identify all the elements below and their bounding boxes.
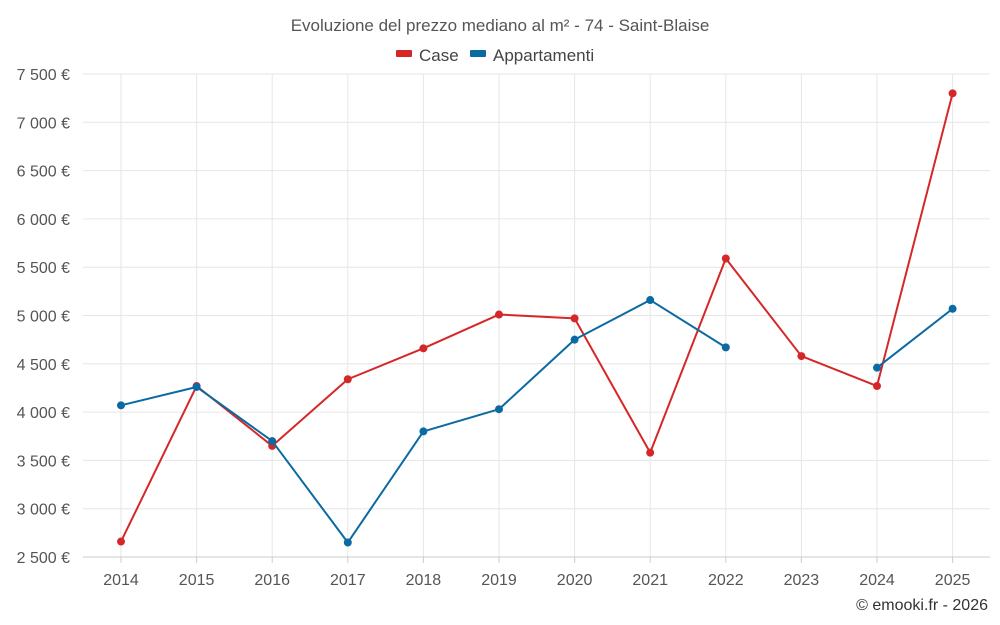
y-tick-label: 3 500 € (17, 453, 70, 470)
x-tick-label: 2019 (481, 572, 517, 589)
x-tick-label: 2025 (935, 572, 971, 589)
x-tick-label: 2020 (557, 572, 593, 589)
x-tick-label: 2017 (330, 572, 366, 589)
series-case (117, 89, 957, 546)
y-tick-label: 5 000 € (17, 309, 70, 326)
data-point-appartamenti[interactable] (117, 401, 125, 410)
x-tick-label: 2024 (859, 572, 895, 589)
data-point-case[interactable] (721, 254, 730, 263)
series-line-case (120, 93, 954, 542)
y-tick-label: 6 500 € (17, 164, 70, 181)
legend-swatch-appartamenti (470, 50, 486, 57)
data-point-appartamenti[interactable] (419, 427, 428, 436)
series-layer (117, 89, 957, 547)
x-tick-label: 2023 (784, 572, 820, 589)
data-point-appartamenti[interactable] (873, 363, 881, 372)
data-point-case[interactable] (570, 314, 579, 323)
y-tick-label: 7 000 € (17, 115, 70, 132)
x-tick-label: 2015 (179, 572, 215, 589)
legend-item-case[interactable]: Case (396, 46, 459, 65)
data-point-appartamenti[interactable] (192, 382, 201, 391)
y-axis: 2 500 € 3 000 € 3 500 € 4 000 € 4 500 € 5 000… (17, 67, 70, 567)
x-axis: 2014 2015 2016 2017 2018 2019 2020 2021 2022 2023… (83, 556, 990, 589)
data-point-appartamenti[interactable] (268, 437, 277, 446)
data-point-appartamenti[interactable] (343, 538, 352, 547)
legend-swatch-case (396, 50, 412, 57)
data-point-case[interactable] (495, 310, 503, 319)
y-tick-label: 2 500 € (17, 550, 70, 567)
data-point-case[interactable] (797, 352, 806, 361)
y-tick-label: 4 500 € (17, 357, 70, 374)
x-tick-label: 2022 (708, 572, 744, 589)
chart-title: Evoluzione del prezzo mediano al m² - 74… (291, 16, 710, 35)
y-tick-label: 3 000 € (17, 502, 70, 519)
y-tick-label: 5 500 € (17, 260, 70, 277)
data-point-case[interactable] (873, 382, 881, 391)
data-point-case[interactable] (646, 448, 655, 457)
legend-item-appartamenti[interactable]: Appartamenti (470, 46, 594, 65)
data-point-case[interactable] (948, 89, 957, 98)
data-point-case[interactable] (117, 537, 125, 546)
x-tick-label: 2014 (103, 572, 139, 589)
legend-label-case: Case (419, 46, 459, 65)
x-tick-label: 2016 (254, 572, 290, 589)
y-tick-label: 7 500 € (17, 67, 70, 84)
data-point-case[interactable] (419, 344, 428, 353)
series-appartamenti (117, 296, 957, 547)
data-point-appartamenti[interactable] (570, 335, 579, 344)
credit: © emooki.fr - 2026 (856, 597, 988, 614)
y-tick-label: 4 000 € (17, 405, 70, 422)
x-tick-label: 2021 (632, 572, 668, 589)
x-tick-label: 2018 (406, 572, 442, 589)
series-line-appartamenti (876, 307, 954, 369)
legend: Case Appartamenti (396, 46, 594, 65)
y-tick-label: 6 000 € (17, 212, 70, 229)
data-point-appartamenti[interactable] (948, 304, 957, 313)
data-point-appartamenti[interactable] (721, 343, 730, 352)
data-point-appartamenti[interactable] (646, 296, 655, 305)
legend-label-appartamenti: Appartamenti (493, 46, 594, 65)
data-point-appartamenti[interactable] (495, 405, 503, 414)
data-point-case[interactable] (343, 375, 352, 384)
